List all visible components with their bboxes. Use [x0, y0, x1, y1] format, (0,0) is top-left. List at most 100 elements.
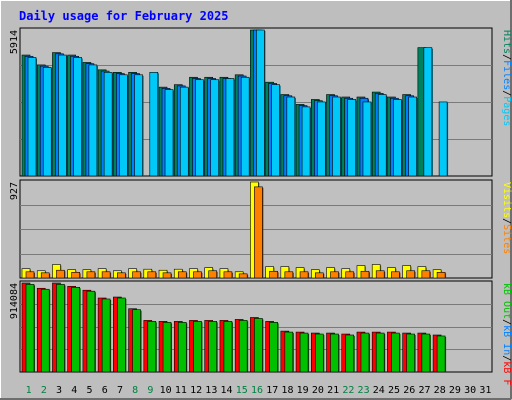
bar: [438, 101, 448, 177]
bar: [301, 106, 311, 177]
bar: [436, 272, 446, 279]
bar: [147, 321, 157, 373]
panel-hits-files-pages: 5914 Hits/Files/Pages: [9, 27, 512, 177]
bar: [103, 72, 113, 177]
bar: [147, 271, 157, 279]
x-axis: 1 2 3 4 5 6 7 8 9 10 11 12 13 14 15 16 17 18 19 20 21 22 23 24 2…: [26, 385, 492, 396]
panel-kbytes: 914084 kB Out/kB In/kB F: [9, 280, 512, 385]
x-tick-label: 4: [71, 385, 77, 396]
bar: [284, 271, 294, 279]
legend-entry: Hits: [501, 30, 512, 54]
bar: [195, 79, 204, 177]
legend-entry: kB Out: [501, 283, 512, 319]
bar: [408, 96, 417, 177]
y-max-label: 914084: [9, 283, 20, 319]
bar: [40, 272, 50, 279]
x-tick-label: 20: [312, 385, 324, 396]
x-tick-label: 18: [281, 385, 293, 396]
bar: [375, 332, 385, 373]
bar: [360, 270, 370, 279]
bar: [149, 72, 159, 177]
bar: [286, 96, 296, 177]
x-tick-label: 6: [102, 385, 108, 396]
legend-entry: Visits: [501, 182, 512, 218]
bar: [254, 186, 263, 279]
bar: [406, 333, 415, 373]
bar: [256, 29, 265, 177]
bar: [132, 271, 141, 279]
bar: [345, 271, 355, 279]
bar: [134, 74, 143, 177]
legend-entry: Pages: [501, 96, 512, 126]
bar: [73, 57, 82, 177]
chart-title: Daily usage for February 2025: [19, 9, 229, 23]
x-tick-label: 17: [266, 385, 278, 396]
legend-separator: /: [501, 319, 512, 325]
bar: [345, 334, 355, 373]
legend-separator: /: [501, 355, 512, 361]
bar: [406, 270, 415, 279]
bar: [375, 270, 385, 279]
bar: [391, 271, 400, 279]
bar: [117, 272, 126, 279]
bar: [119, 74, 128, 177]
bar: [269, 322, 278, 373]
x-tick-label: 23: [358, 385, 370, 396]
bar: [299, 271, 309, 279]
bar: [362, 101, 372, 177]
x-tick-label: 7: [117, 385, 123, 396]
bar: [56, 284, 65, 373]
bar: [240, 76, 250, 177]
bar: [347, 99, 357, 177]
bar: [132, 309, 141, 373]
bar: [86, 271, 96, 279]
bar: [421, 270, 431, 279]
bar: [238, 273, 248, 279]
bar: [193, 321, 202, 373]
bar: [254, 318, 263, 373]
bar: [164, 89, 174, 177]
bar: [40, 288, 50, 373]
bar: [223, 321, 233, 373]
y-max-label: 927: [9, 182, 20, 200]
bar: [377, 94, 387, 177]
x-tick-label: 10: [160, 385, 172, 396]
x-tick-label: 22: [342, 385, 354, 396]
x-tick-label: 14: [221, 385, 233, 396]
x-tick-label: 5: [87, 385, 93, 396]
bar: [314, 272, 324, 279]
x-tick-label: 16: [251, 385, 263, 396]
bar: [208, 321, 218, 373]
bar: [101, 298, 111, 373]
bar: [316, 101, 326, 177]
x-tick-label: 29: [449, 385, 461, 396]
x-tick-label: 3: [56, 385, 62, 396]
bar: [71, 272, 80, 279]
bar: [86, 290, 96, 373]
x-tick-label: 11: [175, 385, 187, 396]
legend-separator: /: [501, 54, 512, 60]
legend-entry: kB In: [501, 325, 512, 355]
legend-entry: kB F: [501, 361, 512, 385]
bar: [330, 271, 339, 279]
bar: [223, 271, 233, 279]
bar: [88, 64, 98, 177]
bar: [71, 286, 80, 373]
bar: [271, 84, 280, 177]
bar: [423, 47, 433, 177]
x-tick-label: 25: [388, 385, 400, 396]
bar: [330, 333, 339, 373]
bar: [56, 269, 65, 279]
bar: [238, 320, 248, 373]
bar: [42, 67, 52, 177]
bar: [58, 54, 67, 177]
x-tick-label: 30: [464, 385, 476, 396]
legend-entry: Sites: [501, 224, 512, 254]
bar: [391, 332, 400, 373]
legend: Hits/Files/Pages: [501, 30, 512, 126]
bar: [101, 271, 111, 279]
bar: [25, 284, 35, 373]
x-tick-label: 1: [26, 385, 32, 396]
